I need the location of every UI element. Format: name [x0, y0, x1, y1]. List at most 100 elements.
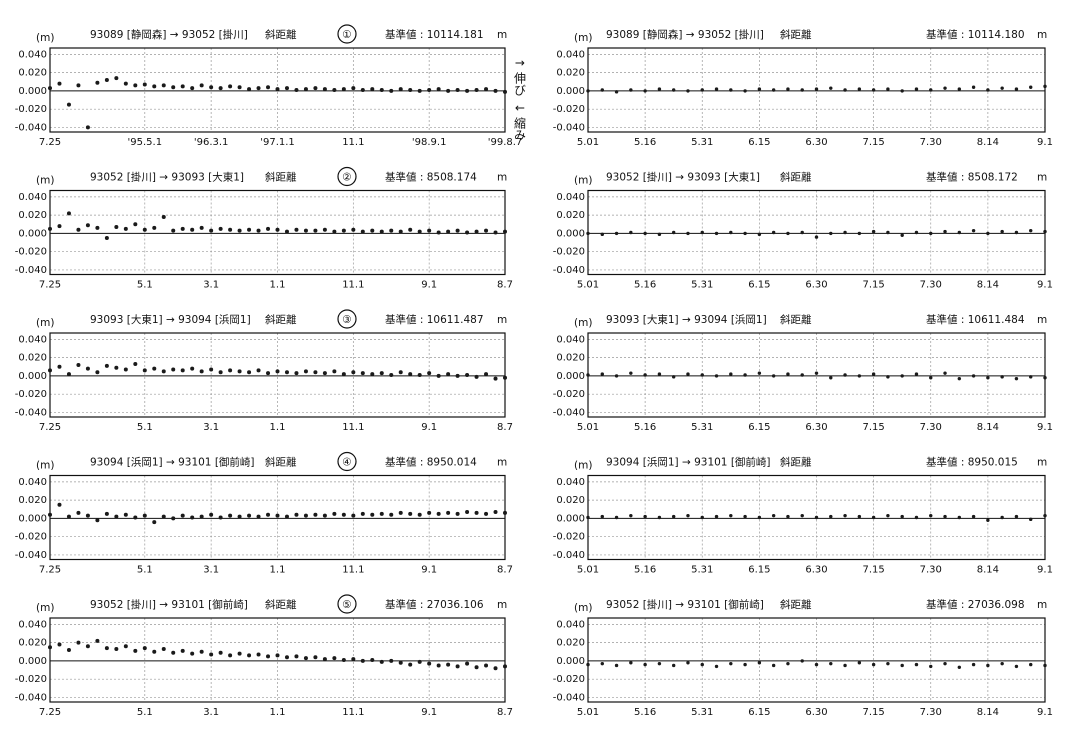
data-point — [66, 372, 71, 377]
data-point — [284, 229, 289, 234]
x-tick-label: 5.1 — [137, 422, 153, 433]
unit-label: (m) — [36, 460, 54, 472]
y-tick-label: 0.040 — [18, 334, 47, 345]
data-point — [1043, 513, 1047, 518]
data-point — [133, 222, 138, 227]
data-point — [360, 371, 365, 376]
x-tick-label: 7.25 — [39, 280, 61, 291]
x-tick-label: 8.14 — [977, 565, 999, 576]
data-point — [123, 512, 128, 517]
data-point — [389, 658, 394, 663]
data-point — [829, 86, 833, 90]
data-point — [256, 368, 261, 373]
data-point — [971, 228, 976, 233]
x-tick-label: 7.30 — [920, 280, 942, 291]
data-point — [171, 85, 176, 90]
data-point — [66, 211, 71, 216]
x-tick-label: 6.15 — [748, 280, 770, 291]
data-point — [503, 229, 507, 234]
unit-label: (m) — [36, 602, 54, 614]
data-point — [237, 514, 242, 519]
data-point — [843, 88, 847, 92]
route: 93094 [浜岡1] → 93101 [御前崎] — [90, 456, 255, 469]
data-point — [85, 366, 90, 371]
data-point — [389, 512, 394, 517]
data-point — [218, 86, 223, 91]
data-point — [266, 226, 271, 231]
data-point — [85, 125, 90, 130]
data-point — [871, 515, 876, 520]
baseline: 基準値 : 10611.484 — [926, 313, 1025, 326]
data-point — [171, 228, 176, 233]
data-point — [474, 665, 479, 670]
data-point — [104, 77, 109, 82]
data-point — [943, 661, 947, 666]
x-tick-label: 3.1 — [203, 280, 219, 291]
data-point — [57, 642, 62, 647]
data-point — [256, 228, 261, 233]
data-point — [341, 658, 346, 662]
data-point — [209, 85, 214, 90]
data-point — [1000, 661, 1004, 666]
x-tick-label: '99.8.7 — [488, 137, 523, 148]
y-tick-label: -0.040 — [15, 122, 47, 133]
x-tick-label: 1.1 — [270, 280, 286, 291]
data-point — [389, 228, 394, 233]
data-point — [729, 230, 733, 235]
measure: 斜距離 — [780, 28, 812, 41]
data-point — [643, 662, 647, 667]
data-point — [943, 229, 947, 234]
data-point — [700, 515, 704, 520]
y-tick-label: -0.020 — [553, 674, 585, 685]
data-point — [218, 226, 223, 231]
x-tick-label: '95.5.1 — [128, 137, 163, 148]
x-tick-label: 5.01 — [577, 137, 599, 148]
y-tick-label: -0.040 — [15, 692, 47, 703]
data-point — [493, 666, 498, 671]
route: 93093 [大東1] → 93094 [浜岡1] — [90, 313, 251, 326]
data-point — [48, 226, 52, 231]
data-point — [95, 518, 100, 523]
data-point — [152, 366, 157, 371]
data-point — [900, 663, 904, 668]
data-point — [417, 512, 422, 517]
baseline: 基準値 : 8508.172 — [926, 171, 1018, 184]
y-tick-label: 0.040 — [556, 49, 585, 60]
y-tick-label: -0.020 — [15, 674, 47, 685]
baseline: 基準値 : 10114.180 — [926, 28, 1025, 41]
data-point — [614, 231, 619, 236]
data-point — [237, 85, 242, 90]
data-point — [303, 228, 308, 233]
data-point — [465, 661, 470, 666]
data-point — [757, 515, 762, 520]
measure: 斜距離 — [265, 598, 297, 611]
data-point — [743, 373, 747, 377]
data-point — [133, 515, 138, 520]
data-point — [123, 81, 128, 86]
data-point — [929, 88, 933, 92]
data-point — [1029, 375, 1033, 379]
x-tick-label: 3.1 — [203, 707, 219, 718]
data-point — [209, 512, 214, 517]
data-point — [1029, 228, 1033, 233]
data-point — [643, 373, 647, 377]
route: 93094 [浜岡1] → 93101 [御前崎] — [606, 456, 771, 469]
data-point — [614, 515, 619, 520]
data-point — [237, 369, 242, 374]
data-point — [586, 662, 590, 667]
data-point — [228, 368, 233, 373]
x-tick-label: 6.15 — [748, 137, 770, 148]
unit-label: (m) — [574, 317, 592, 329]
data-point — [341, 228, 346, 233]
data-point — [800, 373, 804, 377]
data-point — [247, 370, 252, 375]
y-tick-label: 0.000 — [556, 656, 585, 667]
data-point — [800, 88, 804, 92]
data-point — [427, 661, 432, 666]
data-point — [199, 514, 204, 519]
data-point — [614, 374, 619, 378]
data-point — [360, 511, 365, 516]
y-tick-label: -0.040 — [553, 122, 585, 133]
data-point — [455, 664, 460, 669]
data-point — [743, 662, 747, 667]
